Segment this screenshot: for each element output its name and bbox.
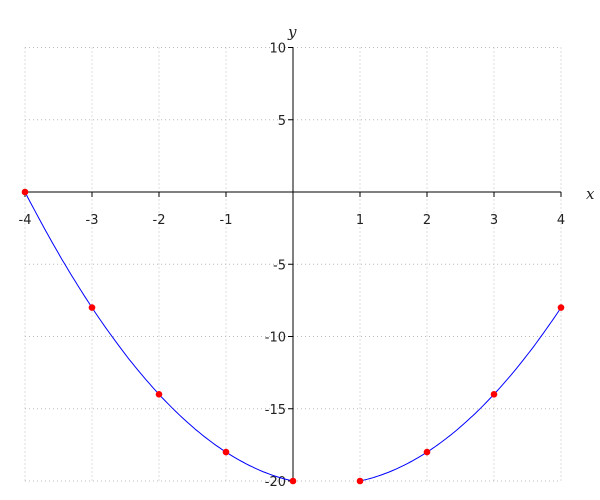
x-tick-label: -4 bbox=[19, 213, 32, 228]
data-point bbox=[423, 448, 431, 456]
y-tick-label: -10 bbox=[265, 331, 286, 346]
x-tick-label: -3 bbox=[86, 213, 99, 228]
data-point bbox=[222, 448, 230, 456]
x-tick-label: 3 bbox=[490, 213, 498, 228]
data-point bbox=[21, 188, 29, 196]
x-tick-label: 1 bbox=[356, 213, 364, 228]
x-tick-label: -1 bbox=[220, 213, 233, 228]
y-tick-label: -5 bbox=[273, 258, 286, 273]
y-tick-label: -20 bbox=[265, 475, 286, 490]
axes: -4 -3 -2 -1 1 2 3 4 -20 -15 -10 -5 5 10 bbox=[19, 42, 566, 491]
data-point bbox=[88, 304, 96, 311]
data-points bbox=[21, 188, 565, 485]
y-tick-label: 10 bbox=[269, 42, 286, 57]
y-axis-label: y bbox=[287, 23, 297, 41]
x-tick-label: 2 bbox=[423, 213, 431, 228]
x-tick-label: -2 bbox=[153, 213, 166, 228]
y-tick-label: -15 bbox=[265, 403, 286, 418]
data-point bbox=[289, 477, 297, 485]
x-axis-label: x bbox=[586, 185, 595, 203]
series-line bbox=[359, 307, 562, 482]
data-point bbox=[557, 304, 565, 311]
y-tick-label: 5 bbox=[278, 114, 286, 129]
x-tick-label: 4 bbox=[557, 213, 565, 228]
data-point bbox=[356, 477, 364, 485]
data-point bbox=[490, 391, 498, 398]
data-point bbox=[155, 391, 163, 398]
